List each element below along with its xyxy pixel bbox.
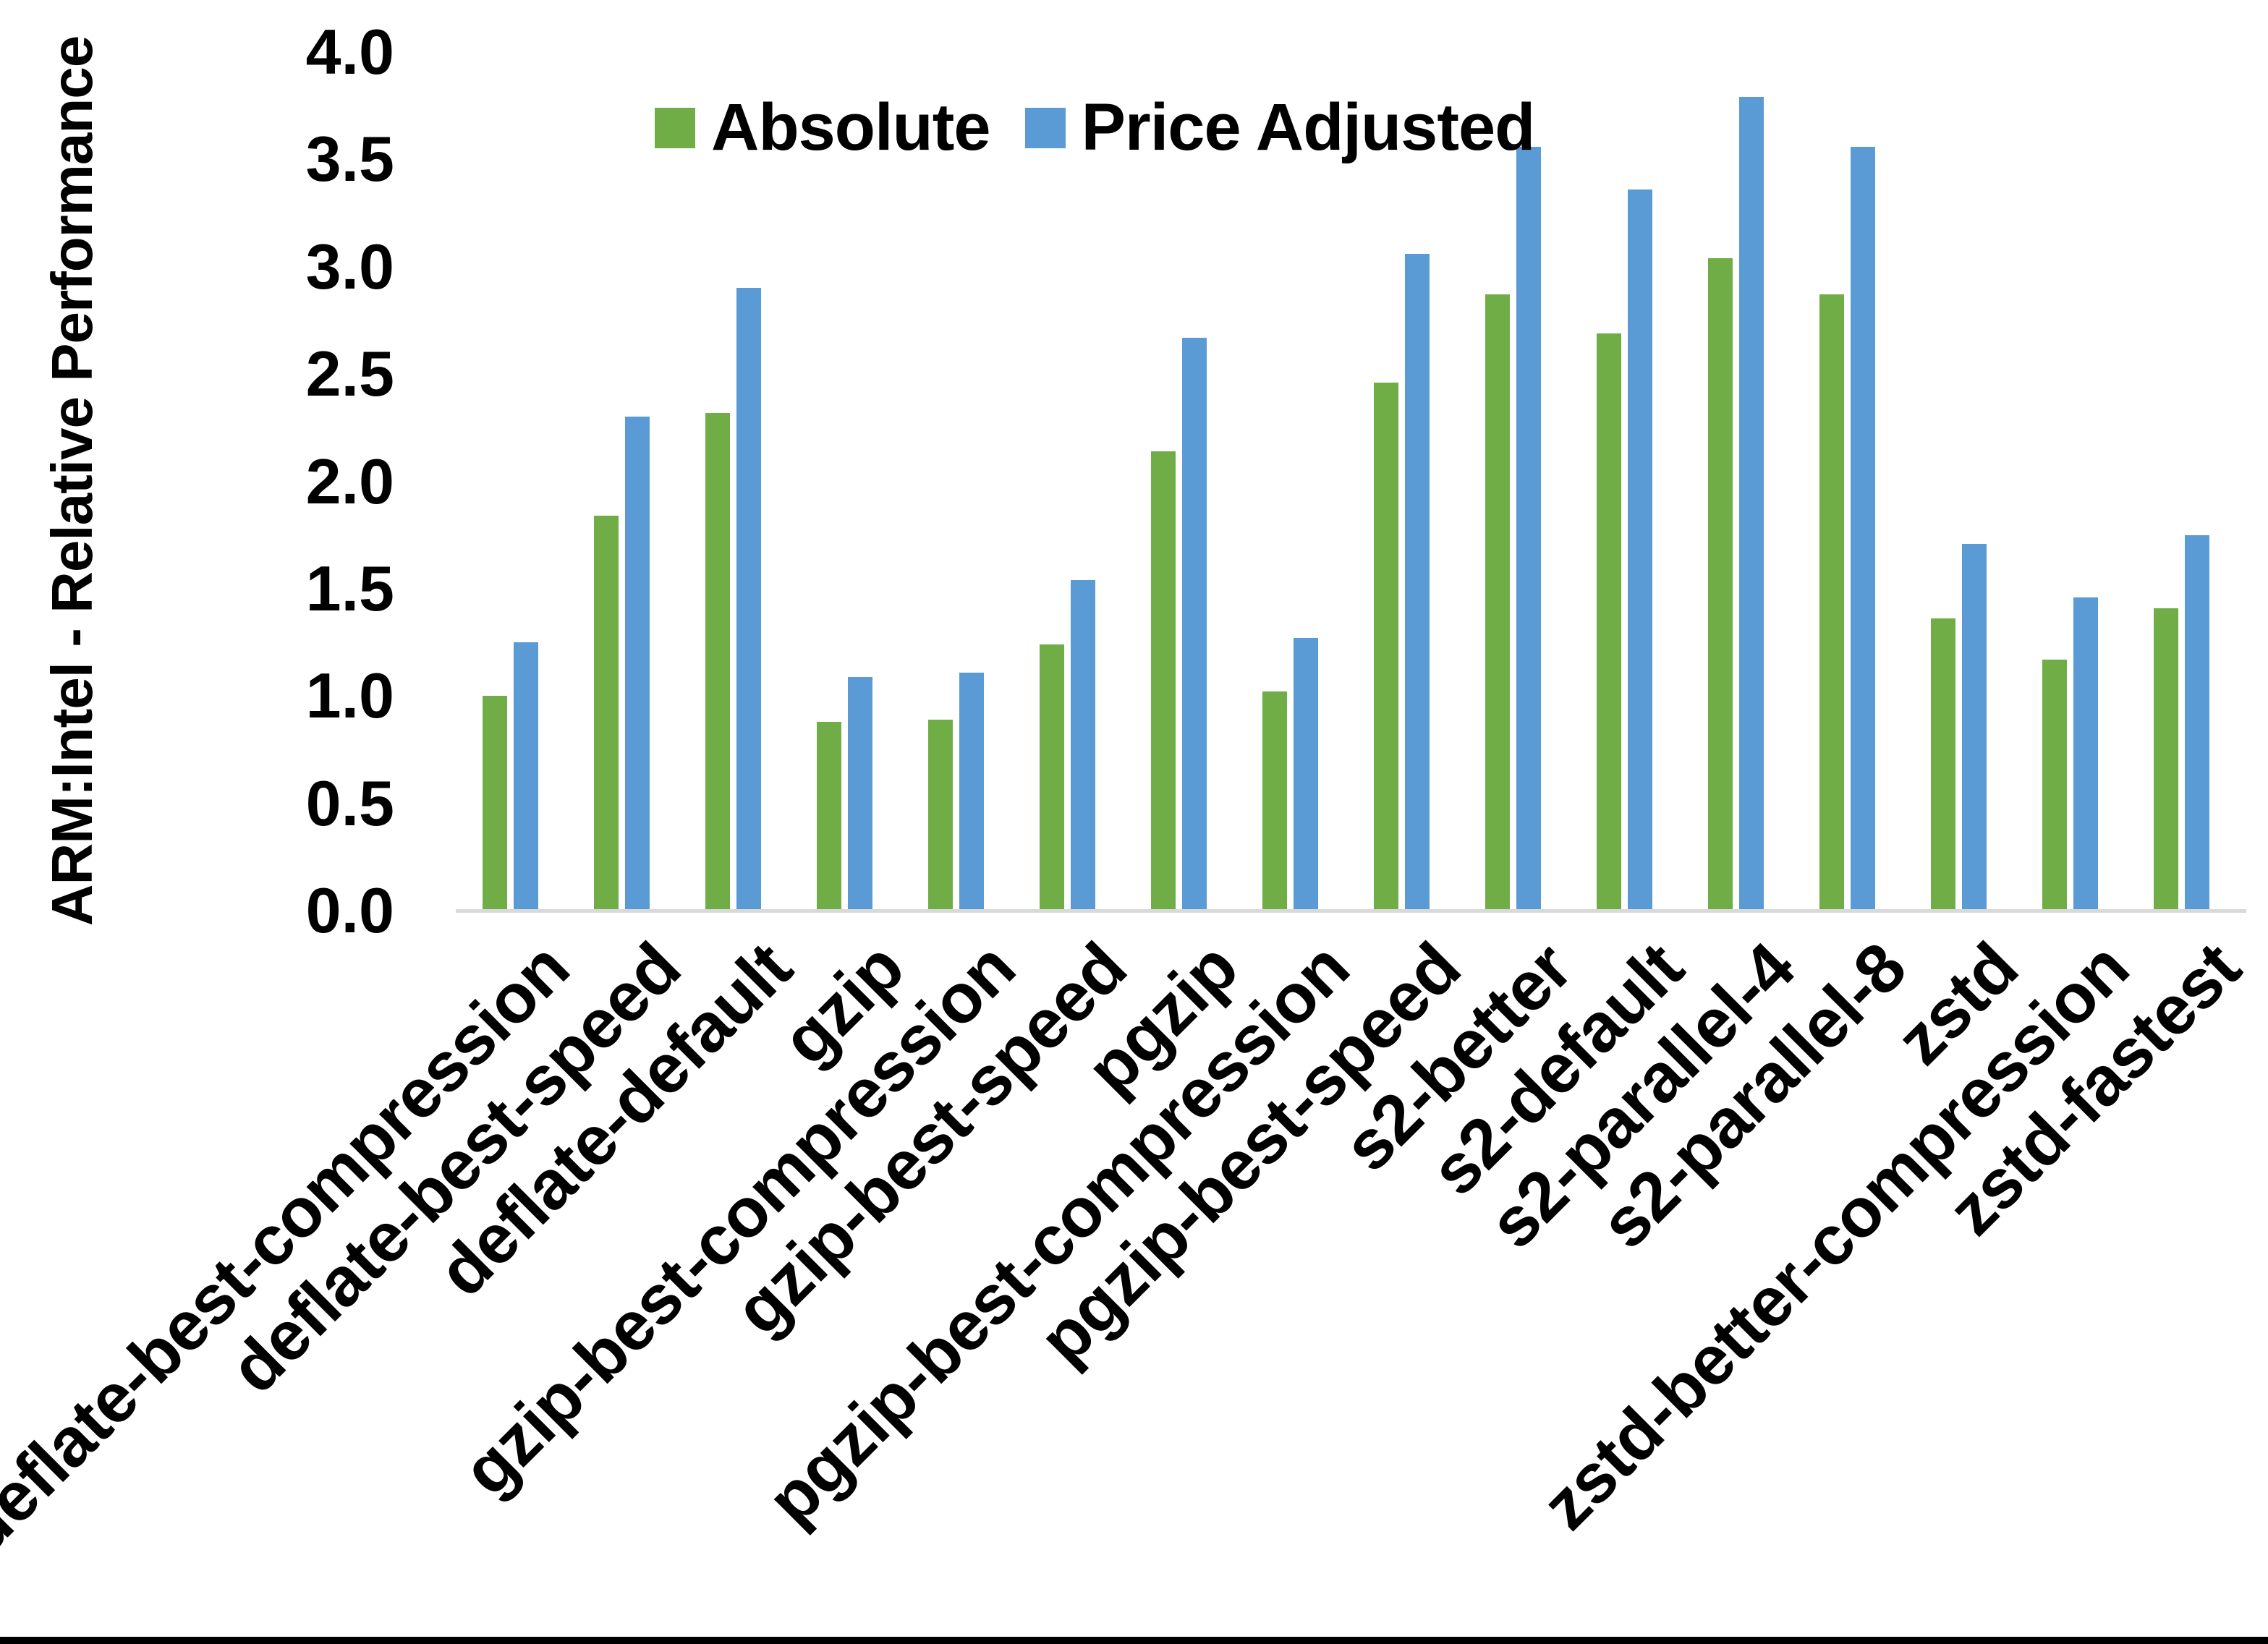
- bar-price-adjusted-gzip-best-speed: [1071, 580, 1095, 911]
- bar-absolute-pgzip: [1151, 451, 1176, 911]
- bar-price-adjusted-zstd-fastest: [2185, 535, 2209, 911]
- bar-price-adjusted-s2-parallel-8: [1851, 147, 1875, 911]
- legend-swatch-icon: [655, 107, 695, 148]
- bar-absolute-gzip: [817, 722, 841, 911]
- bar-absolute-pgzip-best-speed: [1374, 383, 1398, 911]
- bar-absolute-s2-default: [1597, 333, 1621, 911]
- bottom-border-bar: [0, 1637, 2268, 1644]
- bar-absolute-deflate-best-compression: [483, 696, 507, 911]
- y-tick-label: 1.5: [305, 552, 394, 624]
- y-tick-label: 2.0: [305, 445, 394, 517]
- bar-absolute-s2-better: [1485, 294, 1510, 911]
- bar-price-adjusted-gzip: [848, 677, 872, 911]
- bar-absolute-zstd-fastest: [2154, 608, 2178, 911]
- bar-price-adjusted-pgzip: [1182, 338, 1207, 911]
- y-tick-label: 0.5: [305, 767, 394, 839]
- bar-price-adjusted-deflate-best-compression: [514, 642, 538, 911]
- legend-item-price-adjusted: Price Adjusted: [1024, 90, 1536, 166]
- bar-price-adjusted-s2-better: [1516, 147, 1541, 911]
- legend-label: Price Adjusted: [1081, 90, 1536, 164]
- y-tick-label: 3.0: [305, 230, 394, 302]
- bar-absolute-gzip-best-compression: [928, 720, 953, 911]
- legend-swatch-icon: [1024, 107, 1066, 148]
- bar-absolute-zstd: [1931, 618, 1955, 911]
- y-tick-label: 3.5: [305, 123, 394, 195]
- bar-price-adjusted-zstd: [1962, 544, 1987, 911]
- legend: Absolute Price Adjusted: [655, 90, 1536, 166]
- bar-price-adjusted-s2-parallel-4: [1739, 97, 1764, 911]
- bar-absolute-gzip-best-speed: [1040, 644, 1064, 911]
- bar-absolute-deflate-default: [705, 413, 730, 911]
- y-tick-label: 4.0: [305, 16, 394, 88]
- bar-price-adjusted-pgzip-best-compression: [1294, 638, 1318, 911]
- x-axis-line: [456, 909, 2246, 913]
- bar-price-adjusted-deflate-default: [736, 288, 761, 911]
- bar-price-adjusted-s2-default: [1628, 189, 1652, 911]
- bar-absolute-s2-parallel-8: [1819, 294, 1844, 911]
- legend-label: Absolute: [711, 90, 991, 164]
- bar-price-adjusted-deflate-best-speed: [625, 417, 650, 911]
- bar-absolute-pgzip-best-compression: [1262, 691, 1287, 911]
- bar-absolute-deflate-best-speed: [594, 516, 619, 911]
- y-tick-label: 0.0: [305, 874, 394, 946]
- y-axis-title: ARM:Intel - Relative Performance: [40, 35, 104, 927]
- y-tick-label: 1.0: [305, 660, 394, 732]
- bar-price-adjusted-pgzip-best-speed: [1405, 254, 1430, 911]
- legend-item-absolute: Absolute: [655, 90, 991, 166]
- y-tick-label: 2.5: [305, 338, 394, 410]
- bar-absolute-zstd-better-compression: [2042, 660, 2067, 911]
- bar-absolute-s2-parallel-4: [1708, 258, 1733, 911]
- bar-price-adjusted-gzip-best-compression: [959, 673, 984, 911]
- bar-price-adjusted-zstd-better-compression: [2073, 597, 2098, 911]
